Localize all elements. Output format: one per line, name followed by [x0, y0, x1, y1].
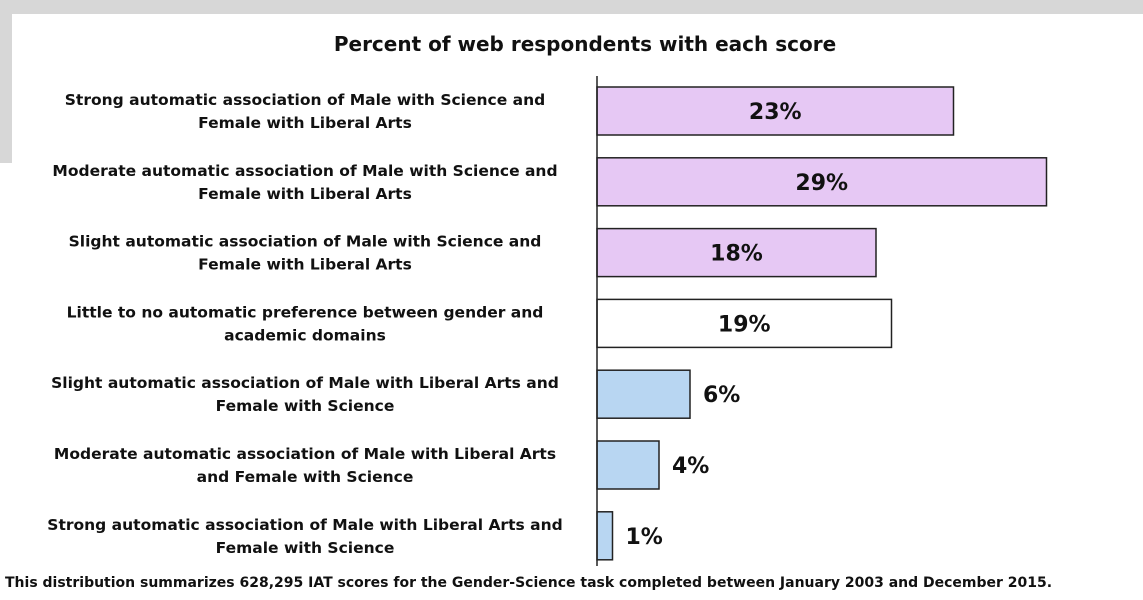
bar-7: [596, 511, 614, 561]
category-label-5: Slight automatic association of Male wit…: [51, 374, 559, 415]
bar-2: [596, 157, 1048, 207]
bar-value-label-7: 1%: [626, 525, 663, 550]
bar-6: [596, 440, 660, 490]
bar-value-label-5: 6%: [703, 383, 740, 408]
category-label-7: Strong automatic association of Male wit…: [47, 516, 562, 557]
bar-value-label-1: 23%: [749, 100, 802, 125]
category-label-3: Slight automatic association of Male wit…: [69, 233, 542, 274]
bar-value-label-3: 18%: [710, 242, 763, 267]
category-label-4: Little to no automatic preference betwee…: [67, 303, 544, 344]
bar-value-label-6: 4%: [672, 454, 709, 479]
category-labels: Strong automatic association of Male wit…: [47, 91, 562, 557]
chart-panel-edge: [0, 163, 20, 600]
bar-4: [596, 298, 893, 349]
category-label-2: Moderate automatic association of Male w…: [52, 162, 557, 203]
bar-value-label-2: 29%: [795, 171, 848, 196]
category-label-1: Strong automatic association of Male wit…: [65, 91, 545, 132]
bar-1: [596, 86, 955, 136]
chart-panel: [12, 14, 1143, 600]
bar-value-label-4: 19%: [718, 312, 771, 337]
category-label-6: Moderate automatic association of Male w…: [54, 445, 556, 486]
bar-5: [596, 369, 691, 419]
chart-title: Percent of web respondents with each sco…: [334, 32, 836, 56]
chart-footnote: This distribution summarizes 628,295 IAT…: [5, 575, 1052, 591]
bars-group: 23% 29% 18% 19% 6% 4% 1%: [596, 86, 1048, 561]
